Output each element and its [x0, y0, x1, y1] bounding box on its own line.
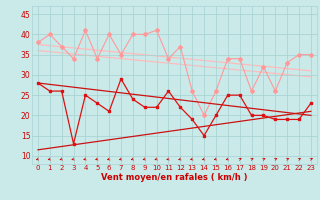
X-axis label: Vent moyen/en rafales ( km/h ): Vent moyen/en rafales ( km/h ): [101, 173, 248, 182]
